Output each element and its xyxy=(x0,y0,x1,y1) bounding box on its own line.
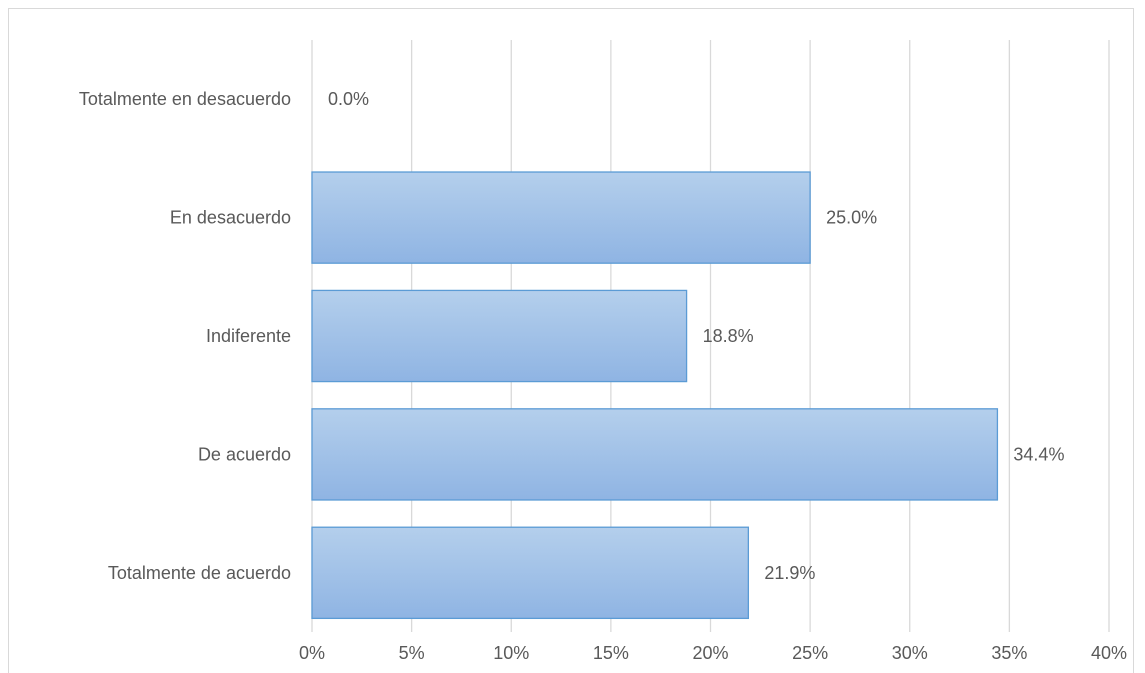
data-label: 21.9% xyxy=(764,563,815,583)
bars xyxy=(311,171,999,620)
category-label: Totalmente en desacuerdo xyxy=(79,89,291,109)
category-label: En desacuerdo xyxy=(170,208,291,228)
x-tick-label: 15% xyxy=(593,643,629,663)
category-label: Totalmente de acuerdo xyxy=(108,563,291,583)
x-tick-label: 0% xyxy=(299,643,325,663)
chart-frame xyxy=(8,8,1134,673)
data-label: 25.0% xyxy=(826,208,877,228)
x-tick-label: 20% xyxy=(692,643,728,663)
x-tick-label: 40% xyxy=(1091,643,1127,663)
x-tick-label: 30% xyxy=(892,643,928,663)
x-tick-label: 35% xyxy=(991,643,1027,663)
bar xyxy=(311,526,750,620)
category-label: De acuerdo xyxy=(198,444,291,464)
category-label: Indiferente xyxy=(206,326,291,346)
bar xyxy=(311,171,811,264)
x-tick-label: 5% xyxy=(399,643,425,663)
data-label: 34.4% xyxy=(1013,444,1064,464)
data-label: 18.8% xyxy=(703,326,754,346)
x-tick-label: 25% xyxy=(792,643,828,663)
data-label: 0.0% xyxy=(328,89,369,109)
x-tick-label: 10% xyxy=(493,643,529,663)
labels: 0% 5% 10% 15% 20% 25% 30% 35% 40% Totalmente en d… xyxy=(79,89,1127,663)
bar xyxy=(311,289,688,383)
bar xyxy=(311,408,999,501)
